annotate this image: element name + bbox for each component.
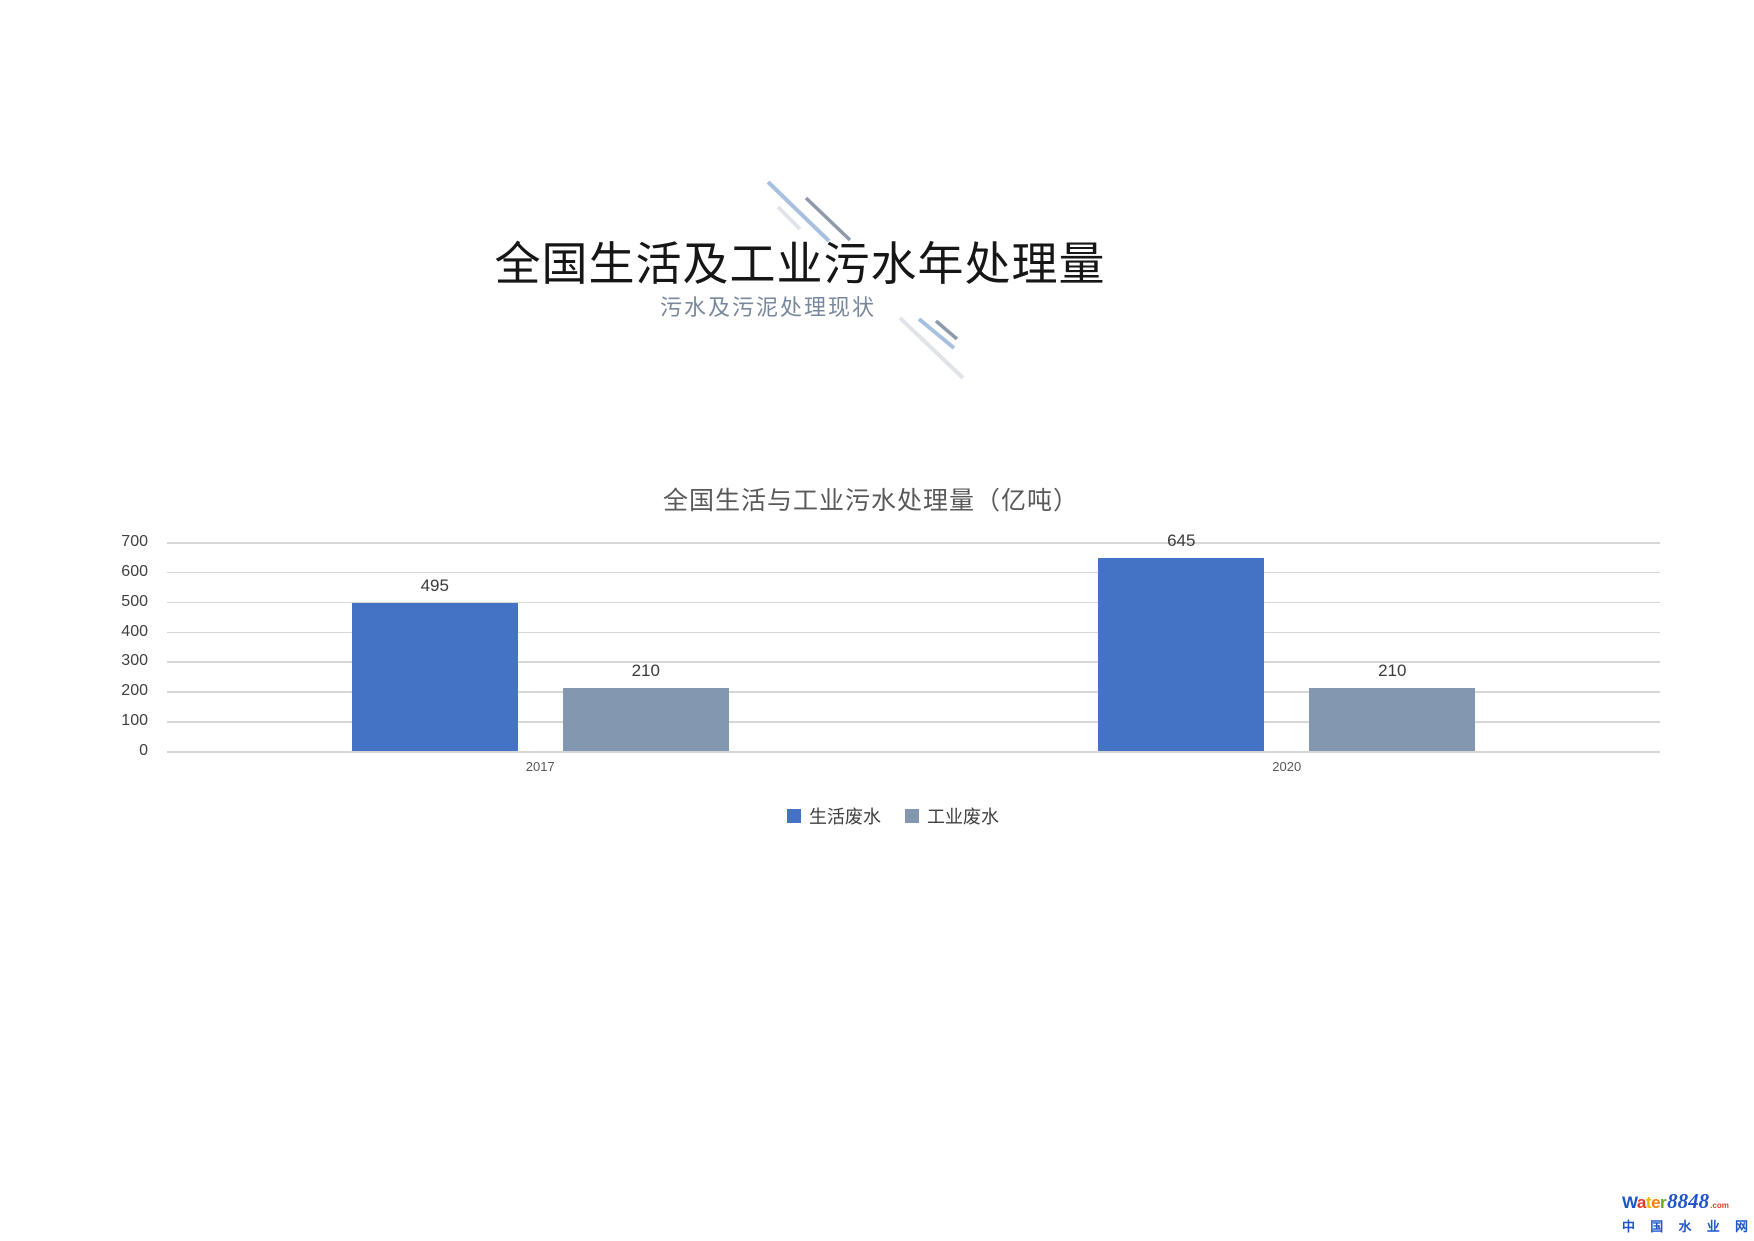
legend-label: 工业废水 [927, 807, 999, 827]
brand-letter: a [1636, 1193, 1646, 1212]
bar-工业废水-2017 [562, 688, 729, 751]
bar-value-label: 210 [631, 661, 660, 681]
gridline-600 [167, 571, 1660, 574]
y-axis-tick-0: 0 [139, 742, 148, 759]
brand-cn-char: 国 [1650, 1219, 1664, 1234]
chart-plot-area: 700 600 500 400 300 200 100 0 495 645 210 210 2017 20… [121, 531, 1660, 774]
bar-value-label: 645 [1167, 531, 1196, 551]
y-axis-tick-400: 400 [121, 622, 148, 640]
slide-subtitle: 污水及污泥处理现状 [659, 295, 877, 320]
y-axis-tick-300: 300 [121, 652, 148, 670]
slash-blue-bottom-icon [917, 317, 956, 350]
y-axis-tick-600: 600 [121, 562, 148, 580]
brand-cn-char: 业 [1706, 1219, 1720, 1234]
brand-letter: t [1645, 1193, 1652, 1212]
x-axis-label-2017: 2017 [525, 759, 555, 774]
y-axis-tick-100: 100 [121, 712, 148, 730]
chart-title: 全国生活与工业污水处理量（亿吨） [662, 487, 1080, 515]
legend-item-生活废水: 生活废水 [787, 803, 881, 829]
brand-word: Water [1622, 1193, 1667, 1213]
y-axis-tick-200: 200 [121, 682, 148, 700]
chart-legend: 生活废水 工业废水 [787, 803, 999, 829]
gridline-400 [167, 631, 1660, 634]
slash-pale-bottom-icon [898, 316, 965, 380]
gridline-200 [167, 691, 1660, 693]
gridline-500 [167, 601, 1660, 604]
legend-swatch-icon [787, 809, 801, 823]
y-axis-tick-700: 700 [121, 533, 148, 550]
brand-number: 8848 [1667, 1189, 1710, 1213]
gridline-300 [167, 661, 1660, 663]
bar-value-label: 495 [420, 576, 449, 596]
brand-tld: .com [1710, 1201, 1729, 1210]
y-axis-tick-500: 500 [121, 592, 148, 610]
brand-letter: r [1660, 1193, 1667, 1212]
legend-swatch-icon [905, 809, 919, 823]
bar-生活废水-2017 [351, 603, 518, 751]
slide-title: 全国生活及工业污水年处理量 [494, 238, 1106, 290]
water8848-logo: Water 8848 .com 中国水业网 [1622, 1189, 1748, 1235]
bar-生活废水-2020 [1098, 558, 1265, 751]
slash-gray-bottom-icon [934, 319, 959, 341]
water8848-wordmark: Water 8848 .com [1622, 1189, 1748, 1214]
brand-chinese-name: 中国水业网 [1622, 1216, 1748, 1235]
brand-cn-char: 网 [1734, 1219, 1748, 1234]
brand-cn-char: 水 [1678, 1219, 1692, 1234]
slash-pale-top-icon [776, 205, 802, 231]
brand-letter: e [1651, 1193, 1661, 1212]
x-axis-label-2020: 2020 [1272, 759, 1302, 774]
gridline-100 [167, 721, 1660, 723]
bar-value-label: 210 [1378, 661, 1407, 681]
brand-cn-char: 中 [1622, 1219, 1636, 1234]
gridline-700 [167, 542, 1660, 544]
legend-item-工业废水: 工业废水 [905, 803, 999, 829]
bar-工业废水-2020 [1309, 688, 1476, 751]
legend-label: 生活废水 [809, 807, 881, 827]
gridline-0 [167, 751, 1660, 753]
brand-letter: W [1622, 1193, 1637, 1212]
